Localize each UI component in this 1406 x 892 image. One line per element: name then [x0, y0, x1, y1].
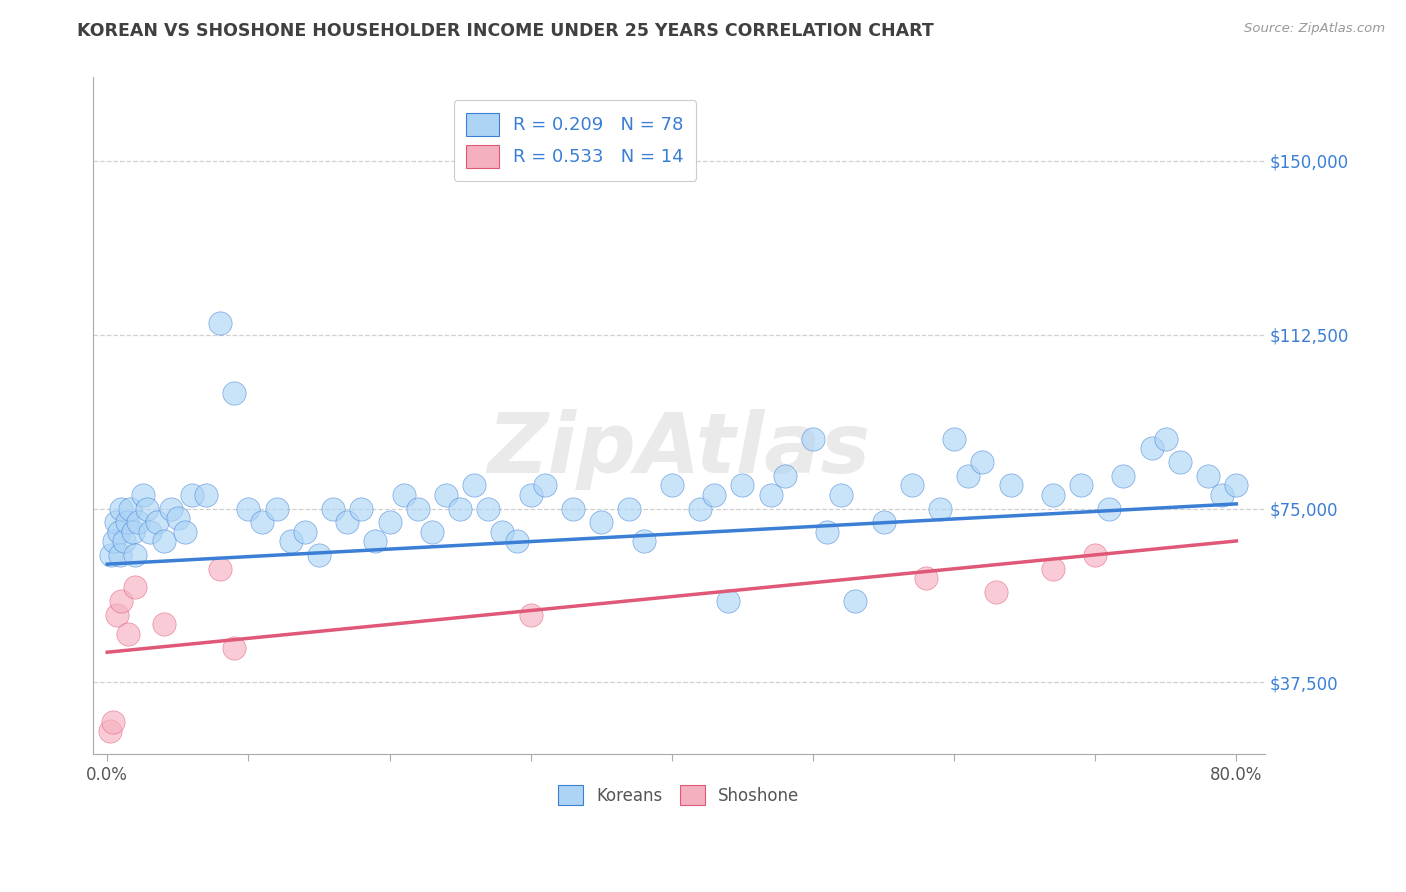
Point — [1084, 548, 1107, 562]
Point — [914, 571, 936, 585]
Point — [1042, 488, 1064, 502]
Point — [364, 533, 387, 548]
Point — [195, 488, 218, 502]
Point — [252, 516, 274, 530]
Point — [105, 608, 128, 623]
Point — [152, 533, 174, 548]
Point — [378, 516, 401, 530]
Point — [101, 714, 124, 729]
Point — [392, 488, 415, 502]
Point — [98, 724, 121, 739]
Point — [491, 524, 513, 539]
Point — [929, 501, 952, 516]
Point — [844, 594, 866, 608]
Point — [801, 432, 824, 446]
Point — [115, 516, 138, 530]
Point — [135, 501, 157, 516]
Point — [336, 516, 359, 530]
Point — [449, 501, 471, 516]
Point — [280, 533, 302, 548]
Point — [121, 524, 143, 539]
Point — [173, 524, 195, 539]
Point — [1197, 469, 1219, 483]
Point — [118, 501, 141, 516]
Point — [957, 469, 980, 483]
Point — [350, 501, 373, 516]
Text: ZipAtlas: ZipAtlas — [488, 409, 870, 491]
Point — [308, 548, 330, 562]
Point — [209, 562, 232, 576]
Point — [294, 524, 316, 539]
Point — [238, 501, 260, 516]
Point — [104, 516, 127, 530]
Legend: Koreans, Shoshone: Koreans, Shoshone — [550, 777, 807, 814]
Point — [477, 501, 499, 516]
Point — [703, 488, 725, 502]
Point — [533, 478, 555, 492]
Point — [505, 533, 527, 548]
Point — [124, 580, 146, 594]
Point — [1154, 432, 1177, 446]
Point — [145, 516, 167, 530]
Point — [759, 488, 782, 502]
Point — [224, 385, 246, 400]
Point — [943, 432, 966, 446]
Point — [1070, 478, 1092, 492]
Point — [152, 617, 174, 632]
Point — [731, 478, 754, 492]
Point — [1042, 562, 1064, 576]
Point — [773, 469, 796, 483]
Point — [591, 516, 613, 530]
Point — [110, 501, 132, 516]
Point — [633, 533, 655, 548]
Point — [815, 524, 838, 539]
Point — [124, 548, 146, 562]
Point — [900, 478, 922, 492]
Point — [562, 501, 585, 516]
Point — [180, 488, 202, 502]
Point — [519, 608, 541, 623]
Point — [830, 488, 852, 502]
Point — [661, 478, 683, 492]
Point — [103, 533, 125, 548]
Point — [112, 533, 135, 548]
Point — [1140, 442, 1163, 456]
Point — [108, 548, 131, 562]
Text: Source: ZipAtlas.com: Source: ZipAtlas.com — [1244, 22, 1385, 36]
Point — [872, 516, 894, 530]
Point — [463, 478, 485, 492]
Point — [322, 501, 344, 516]
Point — [127, 516, 149, 530]
Text: KOREAN VS SHOSHONE HOUSEHOLDER INCOME UNDER 25 YEARS CORRELATION CHART: KOREAN VS SHOSHONE HOUSEHOLDER INCOME UN… — [77, 22, 934, 40]
Point — [159, 501, 181, 516]
Point — [420, 524, 443, 539]
Point — [209, 316, 232, 330]
Point — [1000, 478, 1022, 492]
Point — [689, 501, 711, 516]
Point — [1112, 469, 1135, 483]
Point — [110, 594, 132, 608]
Point — [138, 524, 160, 539]
Point — [619, 501, 641, 516]
Point — [717, 594, 740, 608]
Point — [972, 455, 994, 469]
Point — [166, 510, 188, 524]
Point — [107, 524, 129, 539]
Point — [100, 548, 122, 562]
Point — [434, 488, 457, 502]
Point — [986, 585, 1008, 599]
Point — [266, 501, 288, 516]
Point — [1211, 488, 1233, 502]
Point — [131, 488, 153, 502]
Point — [117, 626, 139, 640]
Point — [1225, 478, 1247, 492]
Point — [1168, 455, 1191, 469]
Point — [406, 501, 429, 516]
Point — [519, 488, 541, 502]
Point — [1098, 501, 1121, 516]
Point — [224, 640, 246, 655]
